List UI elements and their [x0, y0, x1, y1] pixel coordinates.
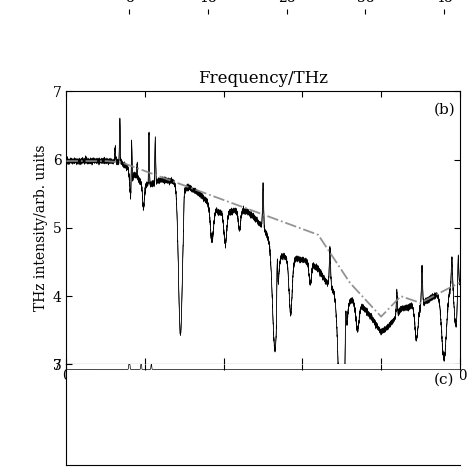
Y-axis label: THz intensity/arb. units: THz intensity/arb. units	[35, 145, 48, 311]
Text: Frequency/THz: Frequency/THz	[198, 70, 328, 87]
Text: (b): (b)	[434, 102, 456, 116]
Text: (c): (c)	[434, 373, 455, 386]
X-axis label: Frequency/THz: Frequency/THz	[198, 387, 328, 404]
